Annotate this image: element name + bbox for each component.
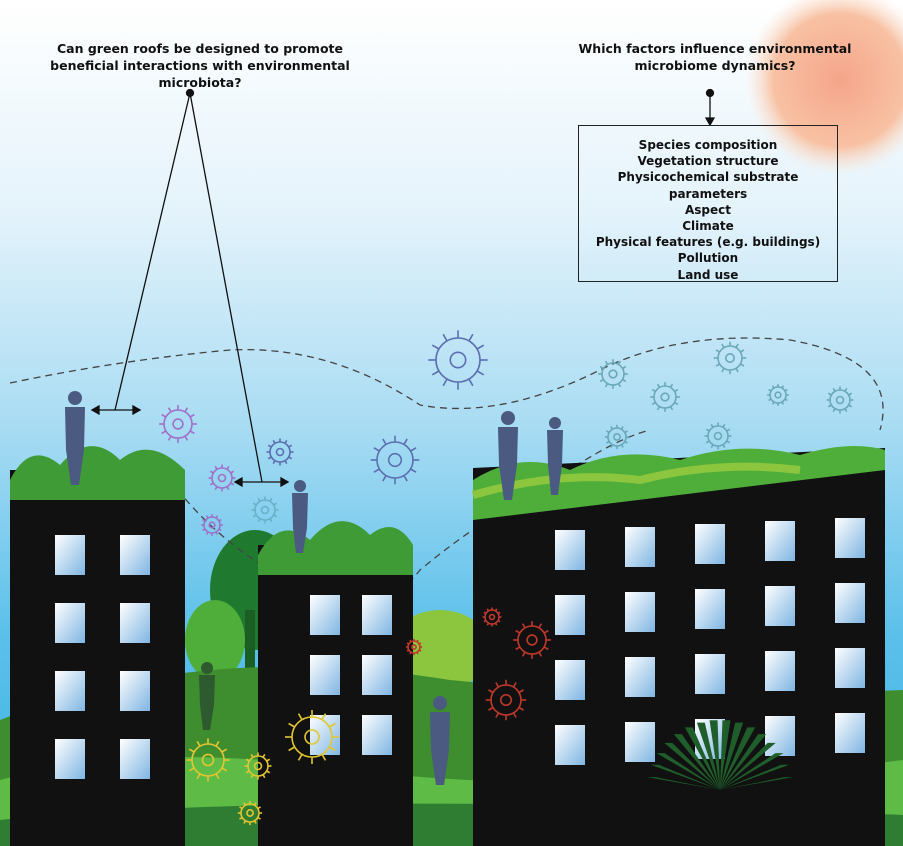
factor: Species composition xyxy=(579,137,837,153)
microbe-spike xyxy=(484,612,486,613)
factor: Pollution xyxy=(579,250,837,266)
microbe-spike xyxy=(407,650,409,651)
microbe-spike xyxy=(410,652,411,654)
question: Which factors influence environmental mi… xyxy=(545,40,885,74)
window xyxy=(310,655,340,695)
window xyxy=(120,603,150,643)
window xyxy=(765,586,795,626)
factor: Aspect xyxy=(579,202,837,218)
window xyxy=(120,671,150,711)
window xyxy=(555,595,585,635)
factor: Vegetation structure xyxy=(579,153,837,169)
factor: Physicochemical substrate parameters xyxy=(579,169,837,201)
window xyxy=(55,671,85,711)
window xyxy=(765,651,795,691)
page: Can green roofs be designed to promote b… xyxy=(0,0,903,846)
building xyxy=(10,470,185,846)
window xyxy=(120,739,150,779)
window xyxy=(362,715,392,755)
window xyxy=(695,654,725,694)
building xyxy=(258,545,413,846)
microbe-spike xyxy=(498,612,500,613)
window xyxy=(695,524,725,564)
question: Can green roofs be designed to promote b… xyxy=(35,40,365,91)
window xyxy=(835,583,865,623)
microbe-spike xyxy=(419,643,421,644)
factor: Physical features (e.g. buildings) xyxy=(579,234,837,250)
window xyxy=(765,716,795,756)
window xyxy=(55,739,85,779)
window xyxy=(55,535,85,575)
window xyxy=(765,521,795,561)
window xyxy=(625,657,655,697)
window xyxy=(695,589,725,629)
microbe-spike xyxy=(496,609,497,611)
factor: Land use xyxy=(579,267,837,283)
window xyxy=(362,655,392,695)
factor: Climate xyxy=(579,218,837,234)
microbe-spike xyxy=(407,643,409,644)
microbe-spike xyxy=(417,652,418,654)
window xyxy=(362,595,392,635)
window xyxy=(835,518,865,558)
window xyxy=(625,527,655,567)
window xyxy=(55,603,85,643)
window xyxy=(555,725,585,765)
microbe-spike xyxy=(496,623,497,625)
microbe-spike xyxy=(417,640,418,642)
window xyxy=(555,660,585,700)
window xyxy=(310,595,340,635)
microbe-spike xyxy=(487,623,488,625)
window xyxy=(835,648,865,688)
microbe-spike xyxy=(419,650,421,651)
microbe-spike xyxy=(410,640,411,642)
microbe-spike xyxy=(484,621,486,622)
window xyxy=(120,535,150,575)
window xyxy=(625,722,655,762)
microbe-spike xyxy=(487,609,488,611)
microbe-spike xyxy=(498,621,500,622)
window xyxy=(835,713,865,753)
window xyxy=(555,530,585,570)
factor-box: Species compositionVegetation structureP… xyxy=(578,125,838,282)
window xyxy=(625,592,655,632)
